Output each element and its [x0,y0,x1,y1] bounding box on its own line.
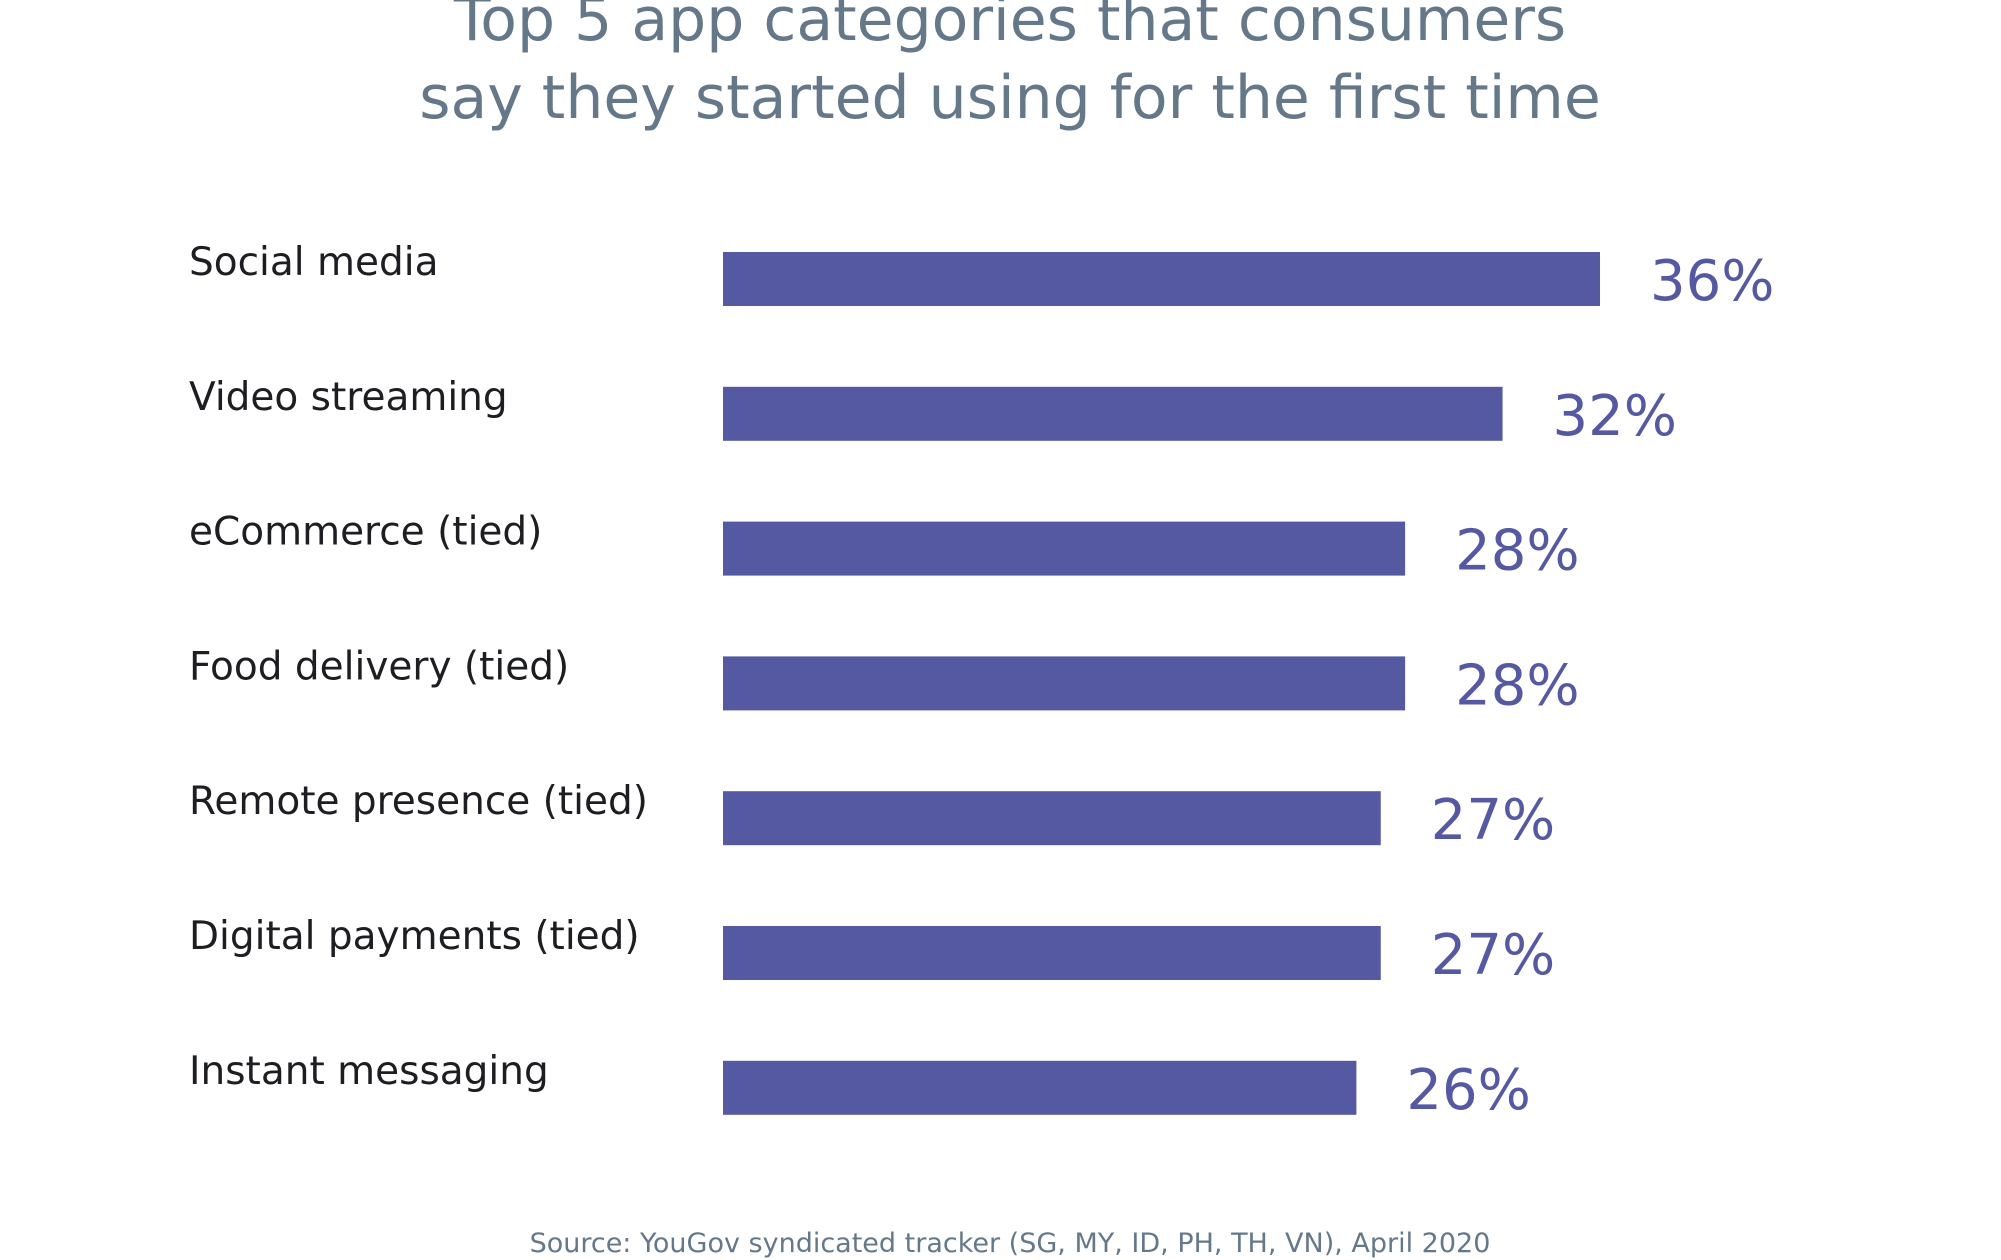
bar-5 [723,926,1381,980]
bar-1 [723,386,1503,441]
category-label: Food delivery (tied) [189,644,569,689]
bar-2 [723,521,1406,576]
category-label: Social media [189,240,439,285]
category-label: eCommerce (tied) [189,510,542,555]
bar-6 [723,1060,1357,1115]
value-label: 27% [1431,923,1555,988]
value-label: 32% [1553,384,1677,449]
value-label: 28% [1455,653,1579,718]
chart-title-line-2: say they started using for the first tim… [419,63,1601,133]
bar-0 [723,252,1600,306]
chart-title: Top 5 app categories that consumers say … [419,0,1601,133]
value-label: 27% [1431,788,1555,853]
chart-title-line-1: Top 5 app categories that consumers [453,0,1566,55]
bar-4 [723,791,1381,846]
category-label: Video streaming [189,375,508,420]
value-labels-group: 36% 32% 28% 28% 27% 27% 26% [1406,249,1774,1123]
value-label: 26% [1406,1058,1530,1123]
bar-3 [723,656,1406,711]
bars-group [723,252,1600,1115]
category-label: Instant messaging [189,1049,549,1094]
category-labels-group: Social media Video streaming eCommerce (ti… [189,240,648,1094]
category-label: Digital payments (tied) [189,914,640,959]
source-note: Source: YouGov syndicated tracker (SG, M… [530,1228,1491,1259]
category-label: Remote presence (tied) [189,779,648,824]
value-label: 36% [1650,249,1774,314]
value-label: 28% [1455,519,1579,584]
